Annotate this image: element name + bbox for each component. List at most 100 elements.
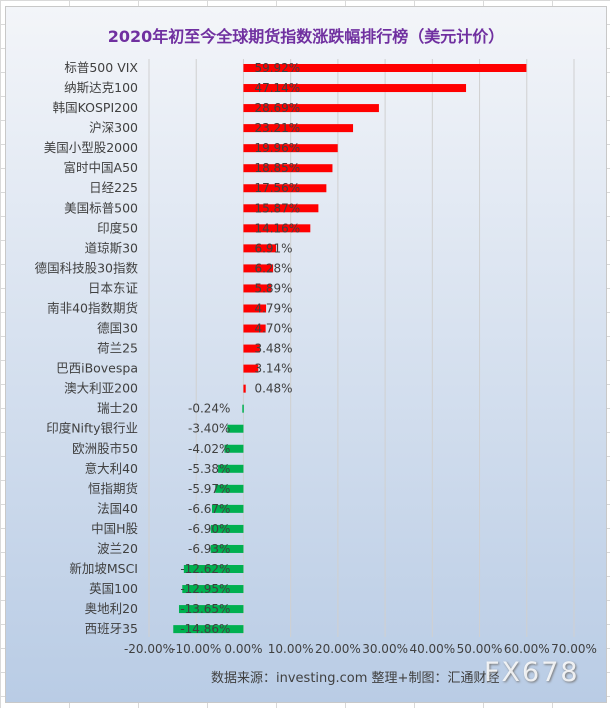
category-label: 印度50: [97, 220, 138, 235]
data-label: 3.14%: [254, 362, 292, 376]
x-tick-label: 20.00%: [315, 642, 361, 656]
bar: [173, 625, 244, 634]
bar: [243, 164, 333, 173]
data-label: -12.95%: [180, 582, 230, 596]
data-label: 6.28%: [254, 261, 292, 275]
category-label: 波兰20: [97, 541, 138, 556]
data-label: 28.69%: [254, 101, 300, 115]
data-label: 5.89%: [254, 281, 292, 295]
data-label: 15.87%: [254, 201, 300, 215]
bar: [243, 64, 527, 72]
bar: [243, 384, 246, 393]
bar: [243, 264, 274, 273]
category-label: 新加坡MSCI: [69, 561, 138, 576]
data-label: 17.56%: [254, 181, 300, 195]
category-label: 标普500 VIX: [64, 60, 138, 75]
bar: [178, 605, 244, 614]
data-label: 59.92%: [254, 61, 300, 75]
category-label: 澳大利亚200: [64, 381, 138, 396]
data-label: -12.62%: [180, 562, 230, 576]
data-label: 3.48%: [254, 342, 292, 356]
bar: [243, 84, 467, 93]
bar: [243, 104, 379, 113]
category-label: 英国100: [89, 581, 138, 596]
bar: [243, 324, 266, 333]
bar: [243, 344, 260, 353]
data-label: -4.02%: [188, 442, 230, 456]
bar: [243, 124, 354, 133]
chart-title: 2020年初至今全球期货指数涨跌幅排行榜（美元计价）: [107, 27, 505, 46]
data-label: -6.67%: [188, 502, 230, 516]
bar: [211, 504, 244, 513]
bar: [182, 585, 244, 594]
category-label: 美国小型股2000: [44, 140, 138, 155]
bar: [243, 184, 327, 193]
chart-area[interactable]: 2020年初至今全球期货指数涨跌幅排行榜（美元计价） -20.00% -10.00…: [5, 6, 607, 703]
x-tick-label: 0.00%: [224, 642, 262, 656]
bar: [183, 565, 244, 573]
data-label: 6.91%: [254, 241, 292, 255]
x-tick-label: 60.00%: [504, 642, 550, 656]
source-note: 数据来源：investing.com 整理+制图：汇通财经: [211, 671, 500, 686]
bar: [243, 204, 319, 213]
data-label: 4.79%: [254, 301, 292, 315]
x-tick-label: 10.00%: [268, 642, 314, 656]
data-label: -14.86%: [180, 622, 230, 636]
x-tick-label: 70.00%: [551, 642, 597, 656]
data-label: 18.85%: [254, 161, 300, 175]
data-label: -0.24%: [188, 402, 230, 416]
data-label: -6.93%: [188, 542, 230, 556]
bar: [242, 404, 244, 413]
data-label: 14.16%: [254, 221, 300, 235]
category-label: 纳斯达克100: [64, 80, 138, 95]
category-label: 恒指期货: [88, 481, 138, 496]
category-label: 印度Nifty银行业: [46, 421, 138, 436]
category-label: 意大利40: [85, 461, 138, 476]
category-label: 南非40指数期货: [47, 300, 138, 315]
category-label: 日经225: [89, 180, 138, 195]
category-label: 法国40: [97, 501, 138, 516]
data-label: 19.96%: [254, 141, 300, 155]
data-label: 47.14%: [254, 81, 300, 95]
bar: [243, 244, 277, 253]
data-label: -5.38%: [188, 462, 230, 476]
category-label: 中国H股: [91, 521, 138, 536]
bar: [243, 144, 338, 153]
bar: [218, 464, 244, 473]
bar: [210, 524, 244, 533]
plot-area: -20.00%-10.00% 0.00% 10.00% 20.00% 30.00% 40.…: [35, 59, 597, 656]
bar: [210, 544, 244, 553]
category-label: 奥地利20: [85, 601, 138, 616]
bar: [243, 284, 272, 293]
bar: [243, 224, 311, 233]
x-tick-label: -10.00%: [171, 642, 221, 656]
category-label: 韩国KOSPI200: [53, 100, 138, 115]
bar: [227, 424, 244, 433]
category-label: 德国科技股30指数: [35, 260, 139, 275]
data-label: -13.65%: [180, 602, 230, 616]
category-label: 富时中国A50: [64, 160, 139, 175]
bar: [243, 304, 267, 313]
category-label: 沪深300: [89, 120, 138, 135]
data-label: -5.97%: [188, 482, 230, 496]
x-tick-label: -20.00%: [124, 642, 174, 656]
data-label: 23.21%: [254, 121, 300, 135]
x-tick-label: 50.00%: [457, 642, 503, 656]
data-label: -6.90%: [188, 522, 230, 536]
category-label: 巴西iBovespa: [56, 361, 138, 376]
category-label: 荷兰25: [97, 341, 138, 356]
data-label: -3.40%: [188, 422, 230, 436]
watermark-logo: FX678: [484, 657, 580, 688]
category-label: 欧洲股市50: [72, 441, 138, 456]
bar: [243, 364, 259, 373]
bar: [215, 484, 244, 493]
bar: [224, 444, 244, 453]
category-label: 美国标普500: [64, 200, 138, 215]
data-label: 4.70%: [254, 322, 292, 336]
x-tick-label: 40.00%: [409, 642, 455, 656]
category-label: 德国30: [97, 321, 138, 336]
category-label: 西班牙35: [85, 621, 138, 636]
category-label: 日本东证: [88, 280, 139, 295]
data-label: 0.48%: [254, 382, 292, 396]
category-label: 瑞士20: [97, 401, 138, 416]
